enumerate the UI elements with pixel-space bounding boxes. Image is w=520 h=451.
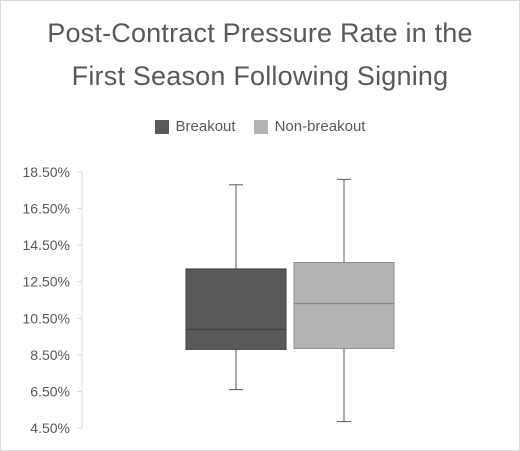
y-tick-label: 16.50% <box>23 201 70 217</box>
y-tick-label: 6.50% <box>30 383 70 399</box>
y-tick-label: 18.50% <box>23 164 70 180</box>
legend-item-non-breakout: Non-breakout <box>253 118 366 135</box>
legend-swatch-non-breakout <box>253 119 268 134</box>
y-tick-label: 4.50% <box>30 420 70 436</box>
legend-label-breakout: Breakout <box>175 118 236 135</box>
y-tick-label: 8.50% <box>30 347 70 363</box>
legend-swatch-breakout <box>154 119 169 134</box>
chart-title-line-1: Post-Contract Pressure Rate in the <box>47 18 473 48</box>
y-tick-label: 14.50% <box>23 237 70 253</box>
y-tick-label: 10.50% <box>23 310 70 326</box>
box-breakout <box>185 268 287 350</box>
chart-title-line-2: First Season Following Signing <box>71 61 449 91</box>
legend-label-non-breakout: Non-breakout <box>274 118 366 135</box>
legend: Breakout Non-breakout <box>0 118 520 135</box>
box-non-breakout <box>293 262 395 349</box>
y-tick-label: 12.50% <box>23 274 70 290</box>
legend-item-breakout: Breakout <box>154 118 236 135</box>
